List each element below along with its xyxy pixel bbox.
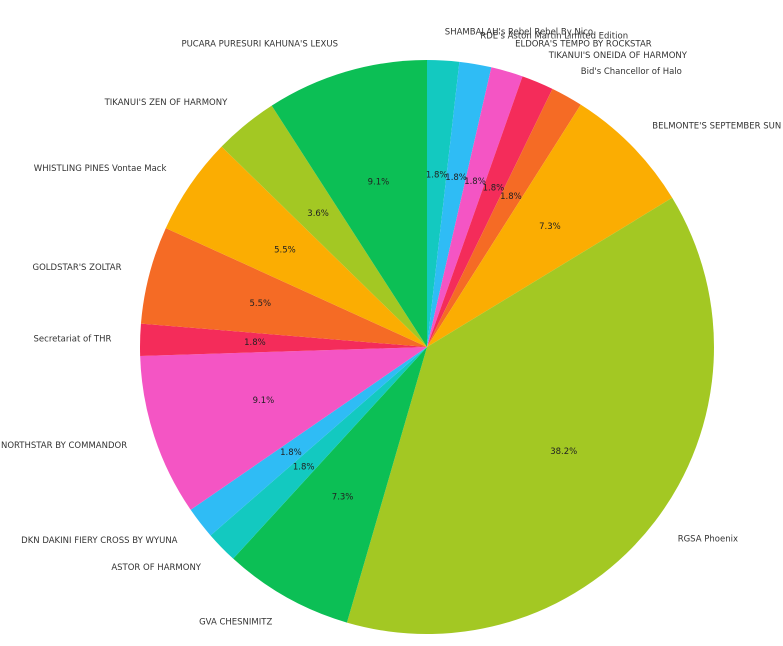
pie-percent-label: 5.5% — [274, 245, 296, 255]
pie-slice-bid-s-chancellor-of-halo — [427, 88, 581, 348]
pie-category-label: ELDORA'S TEMPO BY ROCKSTAR — [515, 39, 652, 49]
pie-percent-label: 5.5% — [249, 299, 271, 309]
pie-category-label: DKN DAKINI FIERY CROSS BY WYUNA — [21, 536, 178, 546]
pie-slice-gva-chesnimitz — [233, 347, 427, 623]
pie-slice-tikanui-s-zen-of-harmony — [221, 105, 427, 348]
pie-percent-label: 1.8% — [280, 448, 302, 458]
pie-percent-label: 1.8% — [464, 177, 486, 187]
pie-category-label: SHAMBALAH's Rebel Rebel By Nico — [445, 27, 593, 37]
pie-percent-label: 9.1% — [368, 177, 390, 187]
pie-category-label: Secretariat of THR — [34, 335, 112, 345]
pie-category-label: RDE's Aston Martin Limited Edition — [480, 31, 628, 41]
pie-slice-dkn-dakini-fiery-cross-by-wyuna — [190, 347, 427, 536]
pie-slice-goldstar-s-zoltar — [140, 228, 427, 347]
pie-slice-pucara-puresuri-kahuna-s-lexus — [271, 60, 427, 347]
pie-percent-label: 1.8% — [426, 171, 448, 181]
pie-slice-eldora-s-tempo-by-rockstar — [427, 67, 523, 347]
pie-percent-label: 7.3% — [539, 222, 561, 232]
pie-category-label: TIKANUI'S ZEN OF HARMONY — [104, 98, 228, 108]
pie-percent-label: 1.8% — [500, 192, 522, 202]
pie-slice-rde-s-aston-martin-limited-edition — [427, 61, 492, 347]
pie-category-label: GVA CHESNIMITZ — [199, 618, 272, 628]
pie-slice-rgsa-phoenix — [346, 197, 715, 634]
pie-slice-belmonte-s-september-sun-shine — [427, 104, 673, 348]
pie-category-label: GOLDSTAR'S ZOLTAR — [33, 263, 122, 273]
pie-category-label: RGSA Phoenix — [678, 534, 738, 544]
pie-percent-label: 1.8% — [244, 338, 266, 348]
pie-percent-label: 9.1% — [253, 396, 275, 406]
pie-percent-label: 38.2% — [550, 447, 577, 457]
pie-percent-label: 1.8% — [293, 463, 315, 473]
pie-category-label: Bid's Chancellor of Halo — [581, 67, 682, 77]
pie-category-label: TIKANUI'S ONEIDA OF HARMONY — [548, 51, 688, 61]
pie-category-label: BELMONTE'S SEPTEMBER SUN SHINE — [652, 121, 783, 131]
pie-percent-label: 3.6% — [307, 209, 329, 219]
pie-slice-whistling-pines-vontae-mack — [165, 146, 428, 347]
pie-category-label: PUCARA PURESURI KAHUNA'S LEXUS — [181, 40, 338, 50]
pie-percent-label: 1.8% — [445, 173, 467, 183]
pie-percent-label: 1.8% — [483, 184, 505, 194]
pie-percent-label: 7.3% — [332, 493, 354, 503]
pie-slice-wap-northstar-by-commandor — [140, 347, 427, 510]
pie-slice-astor-of-harmony — [210, 347, 427, 559]
slices-layer — [139, 60, 715, 634]
percent-labels-layer: 1.8%1.8%1.8%1.8%1.8%7.3%38.2%7.3%1.8%1.8… — [244, 171, 577, 503]
pie-category-label: WAP NORTHSTAR BY COMMANDOR — [0, 441, 127, 451]
pie-category-label: ASTOR OF HARMONY — [111, 563, 201, 573]
pie-slice-secretariat-of-thr — [139, 323, 427, 357]
pie-slice-tikanui-s-oneida-of-harmony — [427, 76, 553, 348]
pie-category-label: WHISTLING PINES Vontae Mack — [34, 164, 167, 174]
pie-slice-shambalah-s-rebel-rebel-by-nico — [427, 60, 460, 347]
